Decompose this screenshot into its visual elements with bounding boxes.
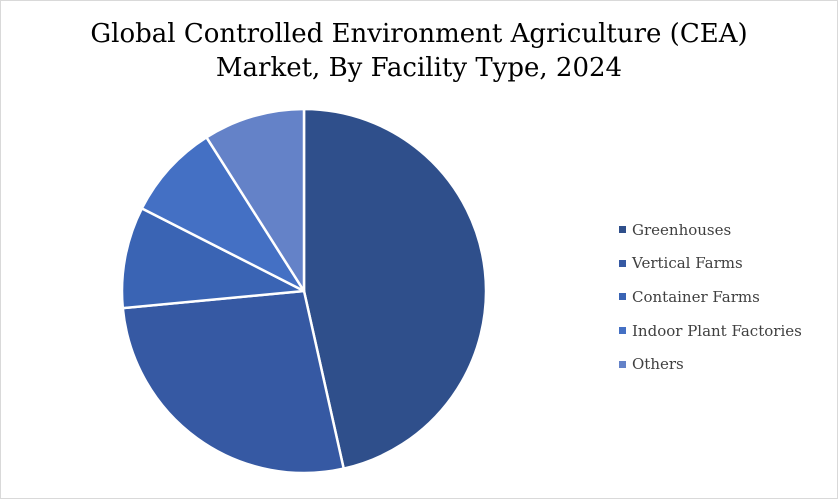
legend-item-others: Others bbox=[619, 347, 833, 381]
legend-swatch-vertical-farms bbox=[619, 259, 626, 267]
legend-item-vertical-farms: Vertical Farms bbox=[619, 247, 833, 281]
chart-legend: Greenhouses Vertical Farms Container Far… bbox=[619, 213, 833, 381]
legend-item-container-farms: Container Farms bbox=[619, 280, 833, 314]
pie-slice-others bbox=[205, 107, 306, 293]
legend-label-others: Others bbox=[632, 355, 684, 374]
chart-title-line-1: Global Controlled Environment Agricultur… bbox=[90, 19, 748, 49]
chart-title-line-2: Market, By Facility Type, 2024 bbox=[215, 53, 623, 83]
pie-slice-container-farms bbox=[120, 207, 306, 310]
legend-swatch-others bbox=[619, 360, 626, 368]
legend-item-indoor-plant-factories: Indoor Plant Factories bbox=[619, 314, 833, 348]
legend-label-container-farms: Container Farms bbox=[632, 287, 760, 306]
legend-item-greenhouses: Greenhouses bbox=[619, 213, 833, 247]
legend-label-vertical-farms: Vertical Farms bbox=[632, 254, 743, 273]
pie-slice-greenhouses bbox=[302, 107, 488, 470]
legend-swatch-container-farms bbox=[619, 293, 626, 301]
legend-label-indoor-plant-factories: Indoor Plant Factories bbox=[632, 321, 802, 340]
legend-swatch-indoor-plant-factories bbox=[619, 327, 626, 335]
pie-slice-vertical-farms bbox=[121, 289, 345, 475]
legend-swatch-greenhouses bbox=[619, 226, 626, 234]
chart-title: Global Controlled Environment Agricultur… bbox=[1, 17, 837, 85]
pie-slice-indoor-plant-factories bbox=[140, 136, 306, 293]
legend-label-greenhouses: Greenhouses bbox=[632, 220, 732, 239]
